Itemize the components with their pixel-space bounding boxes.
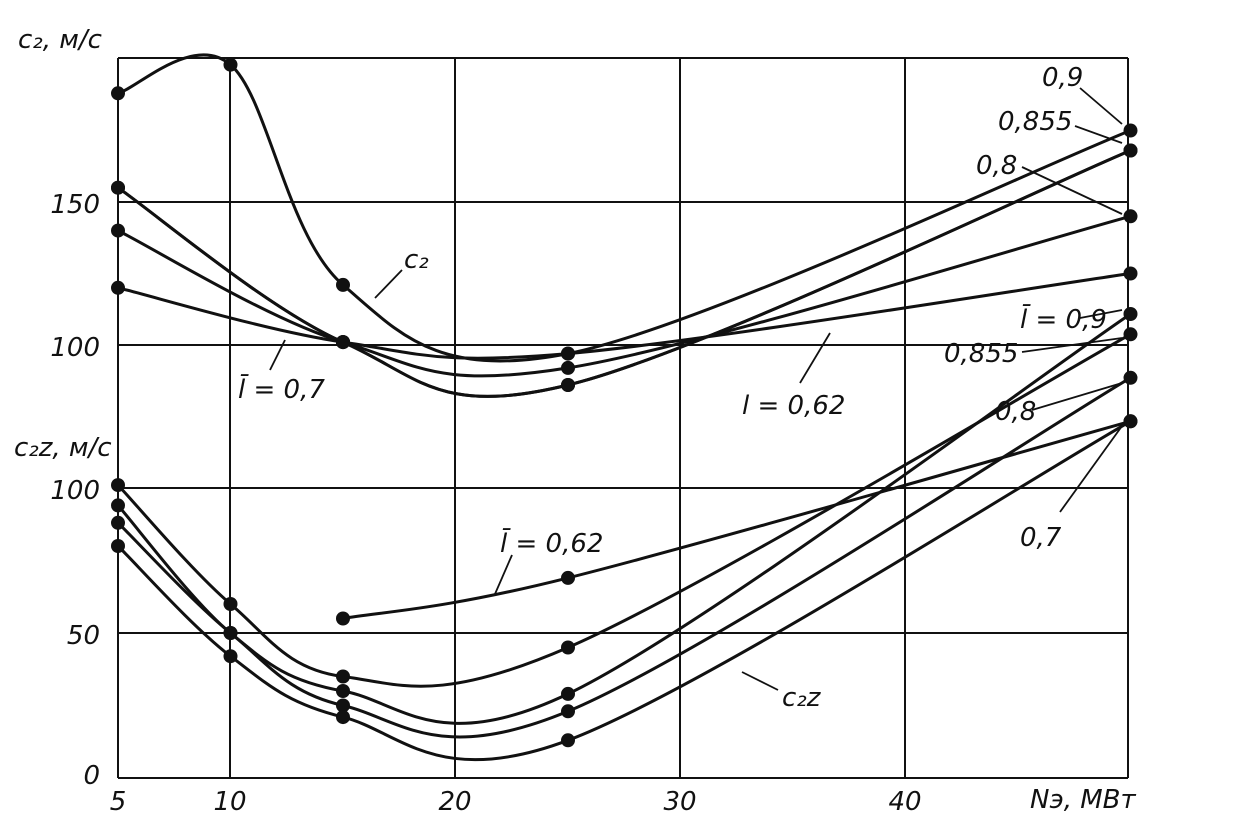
y-tick-label-top: 150 — [50, 190, 100, 220]
leader-b0855 — [1021, 337, 1123, 353]
label-l07: l̄ = 0,7 — [238, 373, 325, 405]
c2-data-point-3-3 — [1123, 143, 1138, 158]
c2z-data-point-4-1 — [223, 649, 238, 664]
x-tick-label: 20 — [438, 787, 471, 817]
label-c2: c₂ — [404, 245, 429, 275]
c2-data-point-1-3 — [1123, 209, 1138, 224]
label-b07: 0,7 — [1020, 523, 1062, 553]
c2-data-point-4-2 — [336, 277, 350, 292]
leader-c2 — [374, 269, 403, 299]
leader-t08 — [1021, 166, 1123, 215]
x-tick-labels: 5 10 20 30 40 — [110, 787, 922, 817]
c2-series-line-0 — [116, 272, 1132, 360]
c2z-data-point-3-2 — [336, 698, 350, 713]
c2z-data-point-1-2 — [336, 669, 350, 684]
points — [111, 57, 1138, 748]
x-axis-label: Nэ, МВт — [1030, 785, 1137, 815]
leader-l062-bot — [494, 554, 513, 595]
c2z-data-point-3-3 — [561, 704, 575, 719]
leader-l062-top — [799, 332, 831, 384]
c2-data-point-4-4 — [1123, 123, 1138, 138]
curve-annotations: c₂ l̄ = 0,7 l = 0,62 0,9 0,855 0,8 l̄ = … — [238, 63, 1107, 713]
x-tick-label: 30 — [663, 787, 696, 817]
label-l062-top: l = 0,62 — [742, 391, 845, 421]
curves — [116, 53, 1132, 762]
c2z-data-point-4-3 — [561, 733, 575, 748]
y-tick-label-bottom: 0 — [83, 761, 100, 791]
c2-data-point-0-0 — [111, 280, 125, 295]
c2z-series-line-3 — [116, 376, 1132, 739]
leader-t09 — [1079, 87, 1123, 125]
c2-data-point-0-3 — [1123, 266, 1138, 281]
c2-data-point-4-3 — [561, 346, 575, 361]
c2z-data-point-3-4 — [1123, 370, 1138, 385]
label-t0855: 0,855 — [998, 107, 1072, 137]
c2-data-point-3-2 — [561, 378, 575, 392]
c2z-data-point-4-4 — [1123, 414, 1138, 429]
c2z-data-point-2-2 — [336, 684, 350, 698]
c2z-data-point-2-4 — [1123, 307, 1138, 321]
c2z-data-point-0-1 — [561, 570, 575, 585]
label-l062-bot: l̄ = 0,62 — [500, 527, 603, 559]
c2z-series-line-1 — [116, 332, 1132, 688]
y-tick-label-top: 100 — [50, 333, 100, 363]
c2z-series-line-0 — [341, 419, 1132, 620]
x-tick-label: 5 — [110, 787, 127, 817]
c2z-data-point-1-3 — [561, 640, 575, 655]
c2z-data-point-3-0 — [111, 515, 125, 530]
leader-b09 — [1079, 309, 1123, 319]
c2z-data-point-4-0 — [111, 539, 125, 553]
leader-l07 — [269, 339, 286, 371]
c2z-data-point-3-1 — [223, 626, 238, 640]
c2-data-point-1-2 — [561, 360, 575, 375]
c2z-series-line-4 — [116, 419, 1132, 762]
leader-t0855 — [1074, 125, 1123, 144]
label-b08: 0,8 — [995, 397, 1036, 427]
x-tick-label: 10 — [213, 787, 246, 817]
y-tick-label-bottom: 50 — [67, 621, 100, 651]
leader-b07 — [1059, 425, 1123, 513]
c2z-data-point-1-1 — [223, 597, 238, 611]
label-b09: l̄ = 0,9 — [1020, 303, 1107, 335]
c2-data-point-3-0 — [111, 180, 125, 195]
grid — [117, 57, 1129, 779]
label-t09: 0,9 — [1042, 63, 1083, 93]
leader-lines — [269, 87, 1123, 691]
c2-data-point-1-0 — [111, 223, 125, 238]
c2-series-line-4 — [116, 53, 1132, 363]
label-b0855: 0,855 — [944, 339, 1018, 369]
c2-data-point-4-1 — [223, 57, 238, 72]
c2z-data-point-1-4 — [1123, 327, 1138, 342]
bottom-y-axis-label: c₂z, м/с — [14, 433, 112, 463]
top-y-axis-label: c₂, м/с — [18, 25, 102, 55]
leader-c2z — [741, 671, 779, 691]
c2-data-point-4-0 — [111, 86, 125, 101]
c2z-data-point-4-2 — [336, 710, 350, 725]
label-c2z: c₂z — [782, 683, 822, 713]
c2-series-line-3 — [116, 149, 1132, 398]
x-tick-label: 40 — [888, 787, 921, 817]
leader-b08 — [1031, 382, 1123, 411]
c2z-data-point-1-0 — [111, 478, 125, 493]
c2z-data-point-2-3 — [561, 686, 575, 701]
y-tick-labels: 150 100 100 50 0 — [50, 190, 100, 791]
c2-data-point-3-1 — [336, 335, 350, 350]
c2z-data-point-2-0 — [111, 498, 125, 513]
c2z-data-point-0-0 — [336, 611, 350, 626]
label-t08: 0,8 — [976, 151, 1017, 181]
y-tick-label-bottom: 100 — [50, 476, 100, 506]
c2-series-line-1 — [116, 214, 1132, 378]
